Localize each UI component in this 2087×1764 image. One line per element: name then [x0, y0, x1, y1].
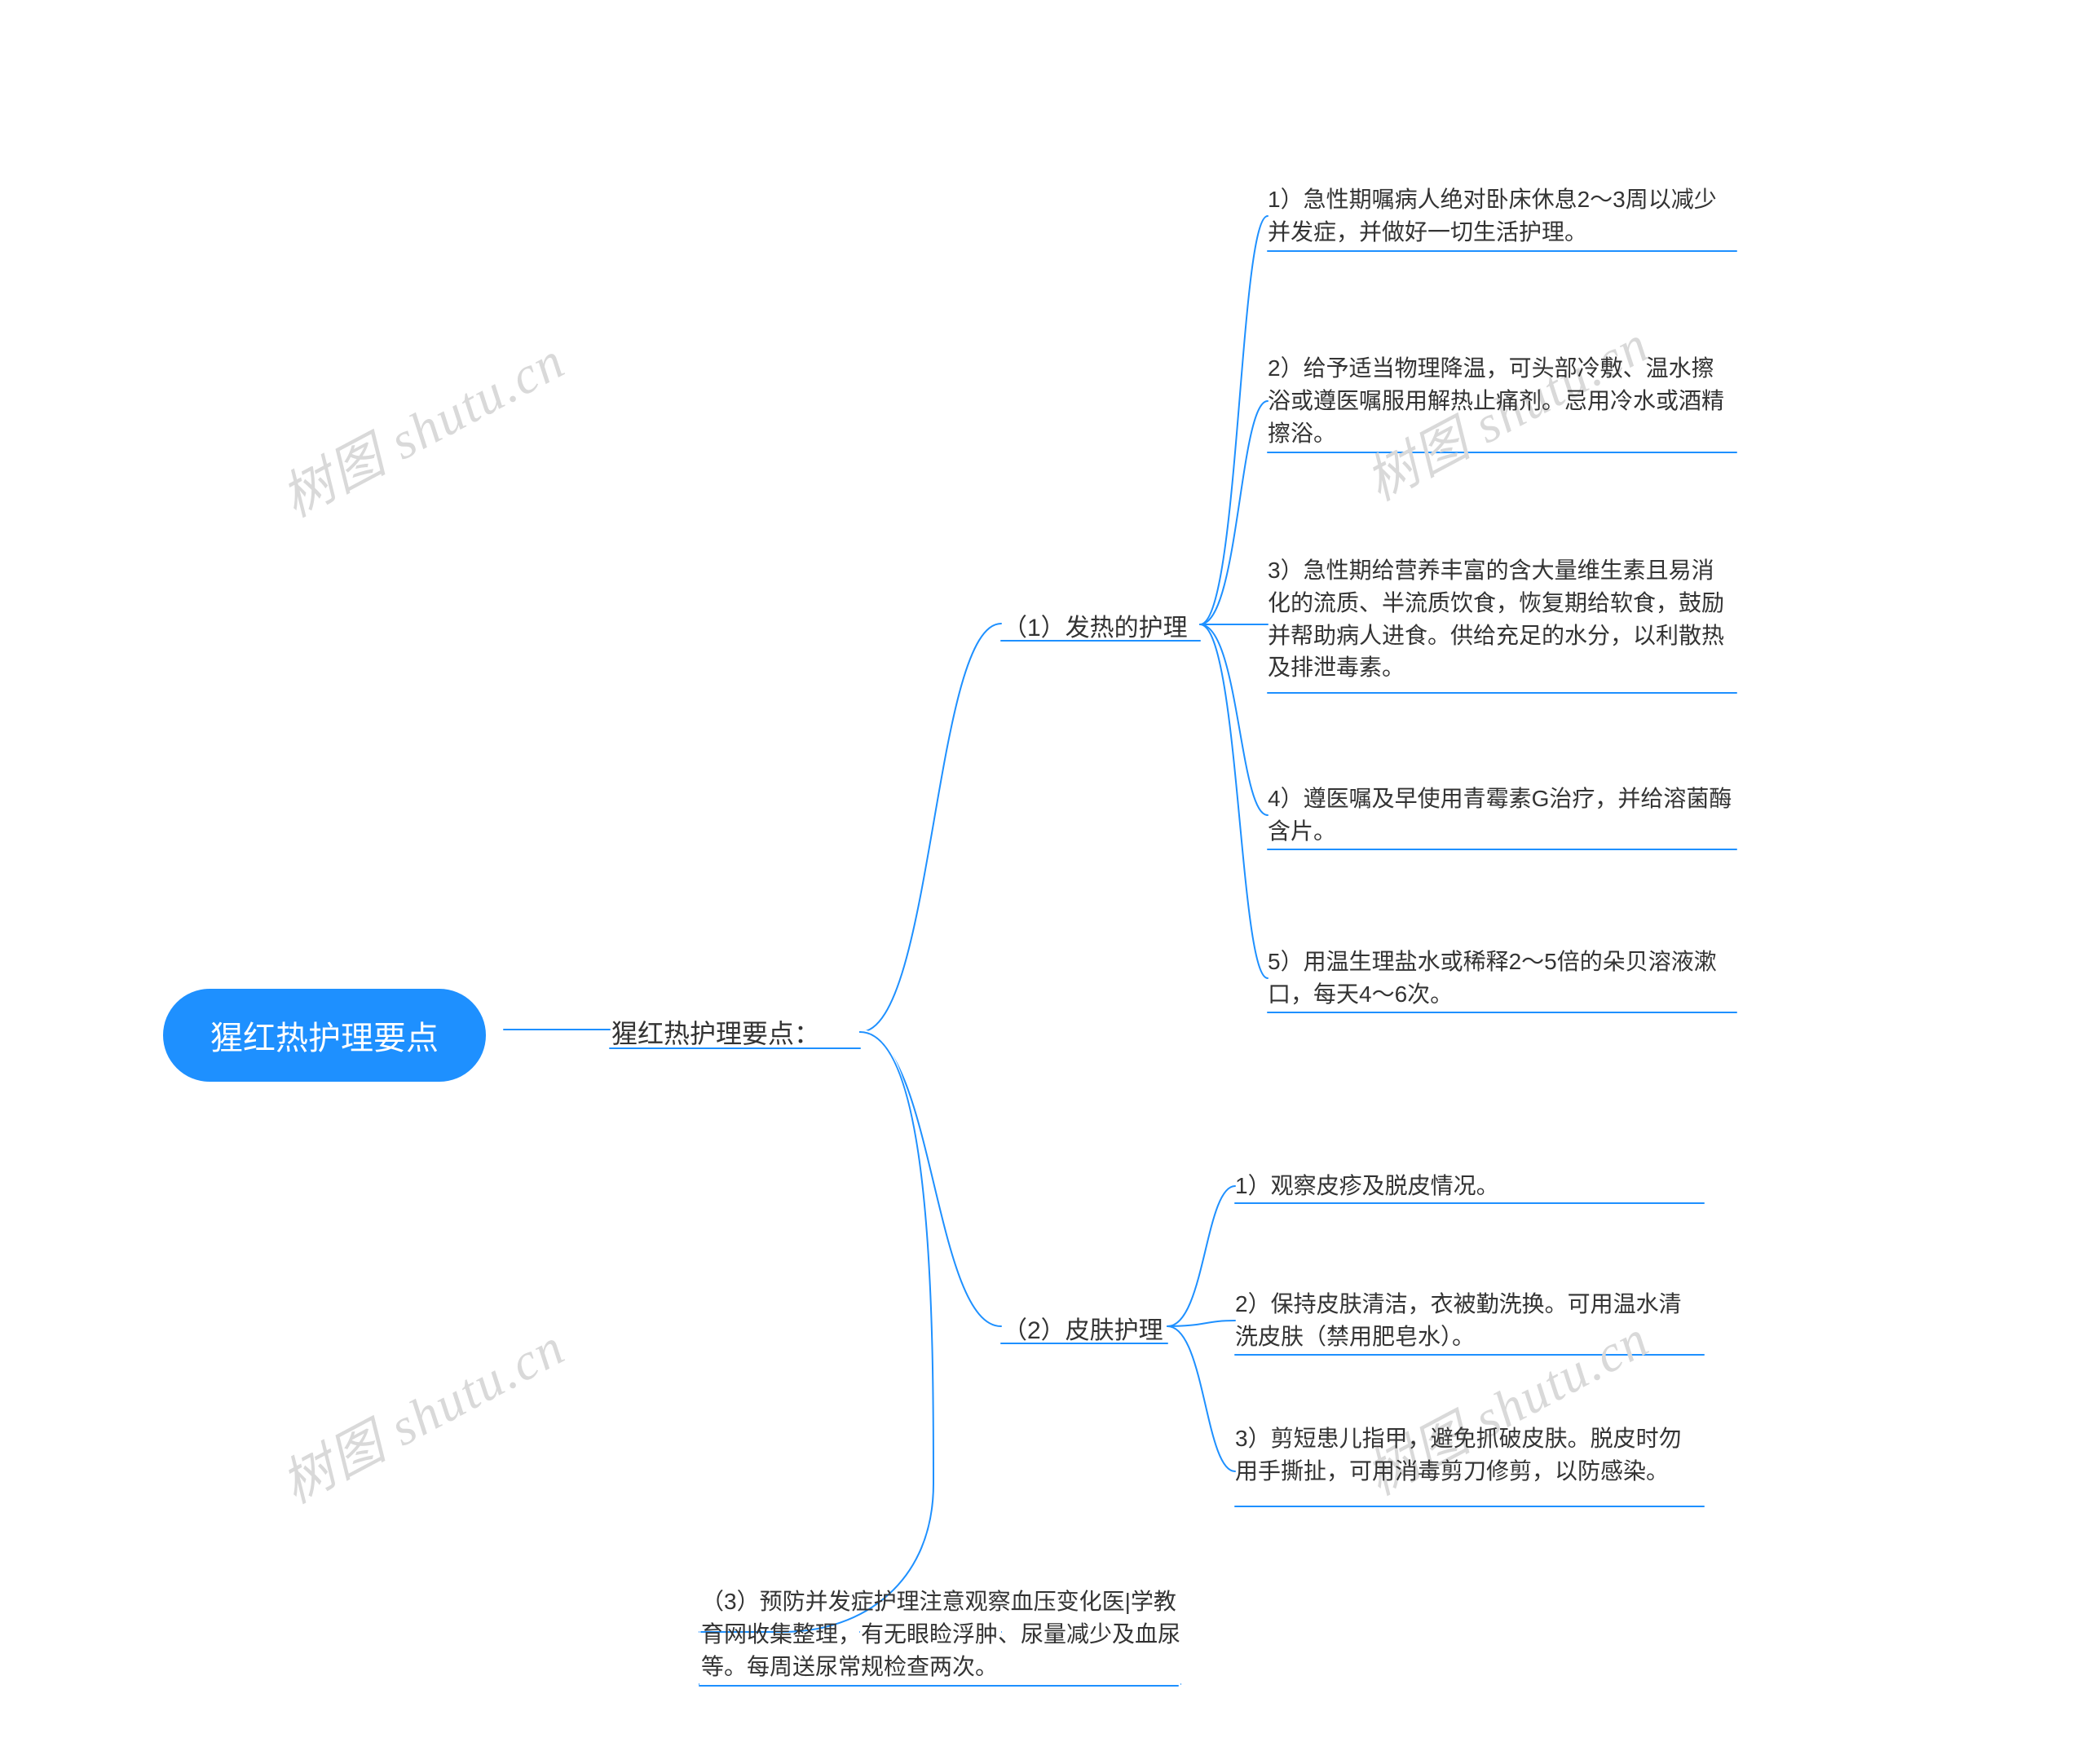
mindmap-canvas: 树图 shutu.cn 树图 shutu.cn 树图 shutu.cn 树图 s… [0, 0, 2087, 1764]
watermark: 树图 shutu.cn [267, 320, 576, 531]
connectors-svg-2 [0, 0, 2087, 1764]
connectors-final [0, 0, 2087, 1764]
fever-leaf-4[interactable]: 4）遵医嘱及早使用青霉素G治疗，并给溶菌酶含片。 [1268, 783, 1732, 848]
skin-leaf-1[interactable]: 1）观察皮疹及脱皮情况。 [1235, 1170, 1499, 1202]
branch-fever[interactable]: （1）发热的护理 [1003, 607, 1188, 643]
skin-leaf-2[interactable]: 2）保持皮肤清洁，衣被勤洗换。可用温水清洗皮肤（禁用肥皂水）。 [1235, 1288, 1700, 1353]
edges [0, 0, 2087, 1764]
fever-leaf-2[interactable]: 2）给予适当物理降温，可头部冷敷、温水擦浴或遵医嘱服用解热止痛剂。忌用冷水或酒精… [1268, 352, 1732, 449]
branch-prevent[interactable]: （3）预防并发症护理注意观察血压变化医|学教育网收集整理，有无眼睑浮肿、尿量减少… [701, 1585, 1182, 1682]
watermark: 树图 shutu.cn [267, 1306, 576, 1518]
watermark: 树图 shutu.cn [267, 320, 576, 531]
watermark: 树图 shutu.cn [267, 320, 576, 531]
skin-leaf-3[interactable]: 3）剪短患儿指甲，避免抓破皮肤。脱皮时勿用手撕扯，可用消毒剪刀修剪，以防感染。 [1235, 1422, 1700, 1488]
level1-node[interactable]: 猩红热护理要点： [611, 1013, 820, 1051]
edges-final [0, 0, 2087, 1764]
watermark: 树图 shutu.cn [267, 1306, 576, 1518]
connectors-svg [0, 0, 2087, 1764]
branch-skin[interactable]: （2）皮肤护理 [1003, 1310, 1163, 1346]
root-node[interactable]: 猩红热护理要点 [163, 989, 486, 1082]
fever-leaf-5[interactable]: 5）用温生理盐水或稀释2～5倍的朵贝溶液漱口，每天4～6次。 [1268, 946, 1732, 1011]
connectors-clean [0, 0, 2087, 1764]
fever-leaf-3[interactable]: 3）急性期给营养丰富的含大量维生素且易消化的流质、半流质饮食，恢复期给软食，鼓励… [1268, 554, 1732, 684]
watermark: 树图 shutu.cn [267, 1306, 576, 1518]
fever-leaf-1[interactable]: 1）急性期嘱病人绝对卧床休息2～3周以减少并发症，并做好一切生活护理。 [1268, 183, 1732, 249]
